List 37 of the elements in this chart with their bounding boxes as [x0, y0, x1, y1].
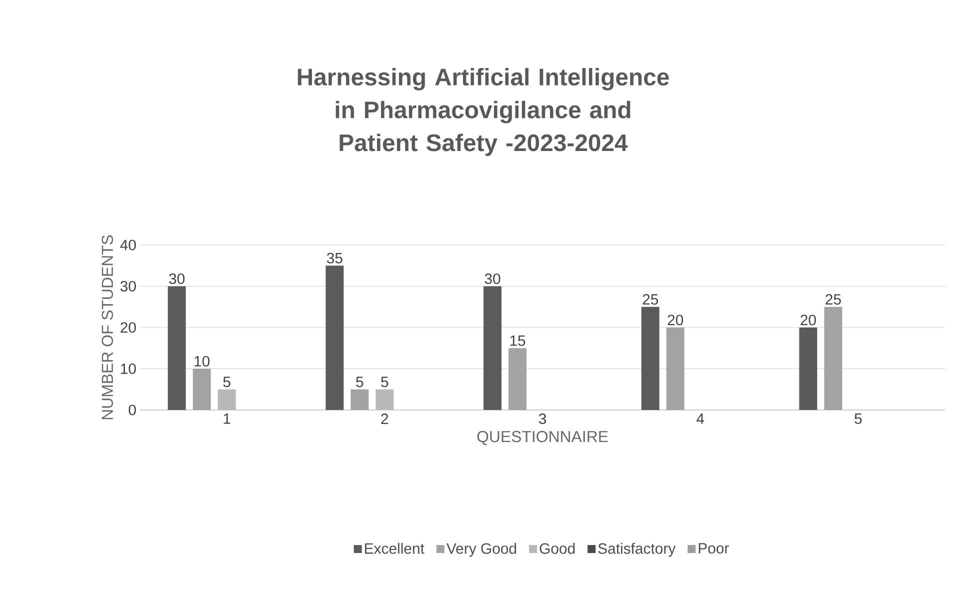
data-label: 25	[826, 294, 841, 305]
data-label: 25	[642, 294, 658, 305]
x-tick-label: 4	[696, 414, 704, 424]
y-tick-label: 40	[120, 240, 136, 250]
legend-label: Poor	[698, 543, 729, 554]
bar	[218, 389, 236, 410]
y-tick-label: 20	[120, 322, 136, 333]
y-tick-label: 0	[128, 404, 136, 416]
x-tick-label: 5	[854, 414, 862, 424]
data-label: 5	[223, 376, 230, 388]
legend-label: Excellent	[365, 542, 424, 554]
x-tick-label: 1	[224, 414, 230, 424]
y-axis-title: NUMBER OF STUDENTS	[102, 235, 114, 420]
bar	[641, 306, 660, 410]
legend-label: Satisfactory	[598, 542, 676, 557]
data-label: 20	[668, 314, 684, 326]
data-label: 20	[800, 314, 816, 326]
legend-label: Very Good	[446, 542, 516, 557]
data-label: 35	[326, 252, 342, 264]
x-axis-title: QUESTIONNAIRE	[477, 430, 608, 446]
y-tick-label: 10	[121, 363, 136, 374]
data-label: 30	[484, 273, 500, 284]
data-label: 10	[194, 356, 210, 367]
data-label: 30	[169, 273, 185, 284]
y-tick-label: 30	[120, 280, 136, 292]
data-label: 5	[356, 376, 364, 388]
bar	[484, 286, 502, 410]
bar	[799, 327, 818, 410]
x-tick-label: 3	[538, 414, 546, 424]
bar	[326, 266, 344, 410]
chart-title: Harnessing Artificial Intelligence in Pharmacovigilance and Patient Safety -2023-2024	[298, 68, 669, 156]
bar	[376, 389, 394, 410]
x-tick-label: 2	[381, 414, 388, 424]
legend-label: Good	[540, 542, 575, 554]
data-label: 15	[510, 335, 526, 346]
bar	[168, 286, 186, 410]
data-label: 5	[381, 376, 388, 388]
